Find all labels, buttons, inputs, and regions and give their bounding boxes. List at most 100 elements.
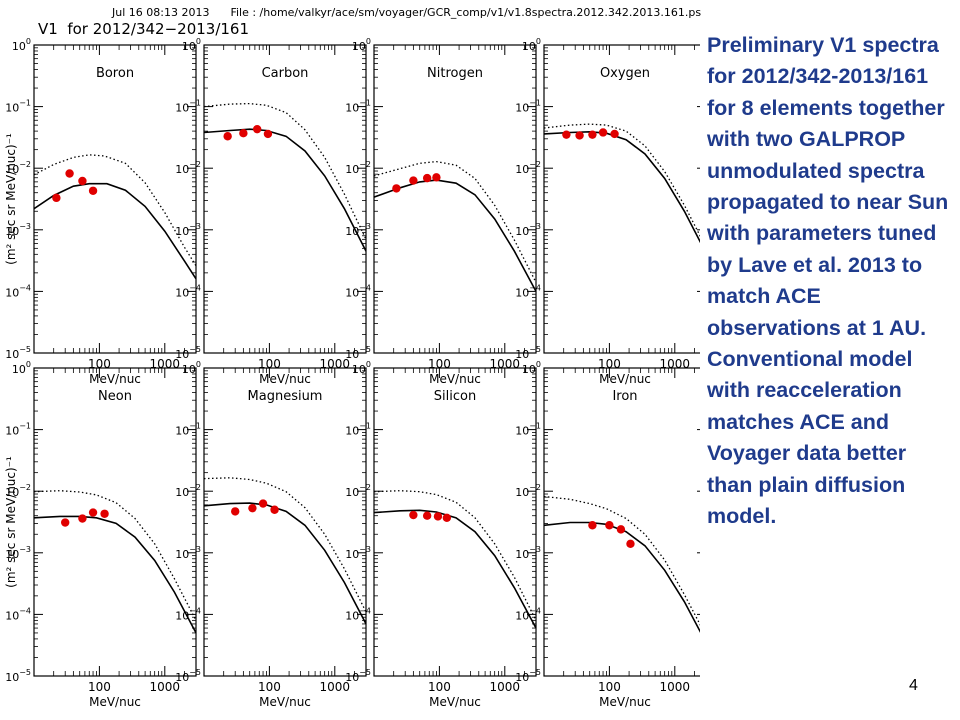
y-tick-label: 10−5 [515,345,541,361]
data-point [409,176,418,185]
data-point [252,124,262,134]
y-tick-label: 10−4 [345,283,371,299]
plot-frame [373,44,537,354]
data-point [78,176,87,186]
y-tick-label: 10−4 [5,606,31,622]
panel-title: Neon [98,389,132,404]
curve-reacceleration [34,515,196,634]
plot-frame [203,367,367,677]
panel-title: Oxygen [600,66,650,81]
plot-frame [543,44,700,354]
data-point [422,173,432,183]
data-point [61,518,70,527]
data-point [409,510,418,520]
panel-iron: 100 10−1 10−2 10−3 10−4 10−5 100 1000 Iron MeV/nu… [515,360,700,709]
y-tick-label: 10−1 [5,99,31,115]
y-tick-label: 10−1 [345,422,371,438]
x-tick-label: 1000 [660,680,691,694]
x-axis-label: MeV/nuc [259,695,311,709]
y-tick-label: 10−2 [175,483,201,499]
y-tick-label: 10−5 [345,345,371,361]
header-file-path: File : /home/valkyr/ace/sm/voyager/GCR_c… [230,6,702,19]
y-tick-label: 10−1 [175,422,201,438]
curve-reacceleration [374,179,536,292]
x-tick-label: 1000 [150,680,181,694]
data-point [263,129,273,139]
panel-title: Nitrogen [427,66,483,81]
data-point [433,512,443,521]
header-date: Jul 16 08:13 2013 [112,6,210,19]
x-axis-label: MeV/nuc [259,372,311,386]
data-point [239,128,248,138]
y-tick-label: 10−2 [345,160,371,176]
y-tick-label: 10−5 [5,668,31,684]
panel-title: Silicon [434,389,476,404]
curve-reacceleration [544,130,700,244]
y-tick-label: 10−3 [175,222,201,238]
plot-frame [543,367,700,677]
curve-reacceleration [544,521,700,633]
y-tick-label: 10−3 [175,545,201,561]
y-tick-label: 10−4 [175,283,201,299]
y-tick-label: 10−2 [515,160,541,176]
data-point [562,130,571,139]
x-axis-label: MeV/nuc [429,695,481,709]
x-tick-label: 100 [88,680,111,694]
y-tick-label: 10−3 [345,222,371,238]
y-tick-label: 100 [12,360,31,376]
y-tick-label: 100 [522,37,541,53]
curve-reacceleration [34,182,196,280]
curve-plain-diffusion [34,154,196,267]
page-number: 4 [909,677,918,694]
data-point [442,513,452,522]
y-tick-label: 10−4 [345,606,371,622]
data-point [223,132,232,141]
data-point [270,505,279,514]
panel-title: Iron [612,389,637,404]
y-tick-label: 10−2 [345,483,371,499]
y-tick-label: 10−2 [515,483,541,499]
data-point [88,186,98,195]
y-tick-label: 100 [182,37,201,53]
y-tick-label: 10−3 [515,222,541,238]
x-tick-label: 100 [598,680,621,694]
y-tick-label: 10−1 [345,99,371,115]
x-axis-label: MeV/nuc [89,695,141,709]
y-axis-label: (m² sec sr MeV/nuc)⁻¹ [4,456,18,588]
y-tick-label: 100 [352,360,371,376]
data-point [598,128,608,137]
y-tick-label: 100 [12,37,31,53]
data-point [588,130,597,139]
panel-title: Magnesium [248,389,323,404]
y-tick-label: 10−3 [345,545,371,561]
x-axis-label: MeV/nuc [429,372,481,386]
panel-silicon: 100 10−1 10−2 10−3 10−4 10−5 100 1000 Silicon MeV… [345,360,537,709]
data-point [610,129,619,139]
y-tick-label: 10−1 [515,422,541,438]
data-point [78,514,87,523]
y-tick-label: 10−4 [515,606,541,622]
y-tick-label: 10−2 [175,160,201,176]
y-tick-label: 10−4 [5,283,31,299]
data-point [422,511,432,520]
y-tick-label: 10−5 [515,668,541,684]
y-tick-label: 100 [182,360,201,376]
y-tick-label: 10−3 [515,545,541,561]
data-point [88,508,98,517]
x-axis-label: MeV/nuc [599,372,651,386]
curve-plain-diffusion [544,495,700,626]
data-point [616,525,626,534]
x-tick-label: 100 [258,680,281,694]
y-axis-label: (m² sec sr MeV/nuc)⁻¹ [4,133,18,265]
curve-plain-diffusion [374,160,536,283]
x-tick-label: 1000 [320,680,351,694]
x-tick-label: 100 [428,680,451,694]
slide-description: Preliminary V1 spectra for 2012/342-2013… [707,33,949,529]
y-tick-label: 10−5 [345,668,371,684]
data-point [575,131,584,140]
